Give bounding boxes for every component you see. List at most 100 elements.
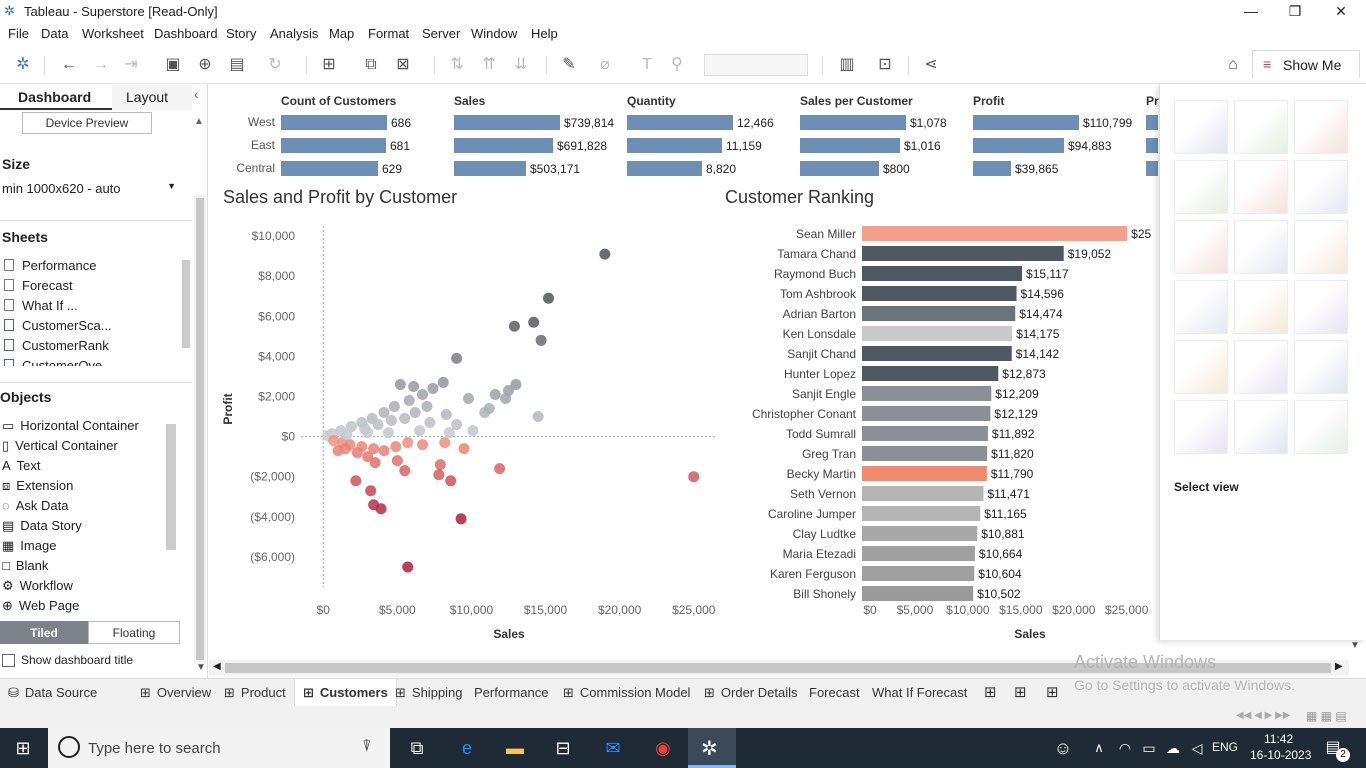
tab-product[interactable]: ⊞ Product bbox=[224, 679, 286, 707]
scatter-point[interactable] bbox=[421, 401, 433, 412]
scroll-down-icon[interactable]: ▼ bbox=[1350, 640, 1360, 651]
device-preview-button[interactable]: Device Preview bbox=[22, 112, 152, 134]
scatter-point[interactable] bbox=[599, 248, 611, 260]
swap-icon[interactable]: ⇅ bbox=[450, 56, 464, 73]
tab-overview[interactable]: ⊞ Overview bbox=[140, 679, 211, 707]
scatter-point[interactable] bbox=[535, 334, 547, 346]
view-mode-icon[interactable]: ▦ ▦ ▤ bbox=[1306, 709, 1347, 723]
kpi-bar[interactable] bbox=[454, 161, 526, 176]
kpi-bar[interactable] bbox=[627, 138, 722, 153]
object-image[interactable]: ▦ Image bbox=[2, 538, 56, 554]
labels-icon[interactable]: T bbox=[642, 56, 652, 73]
scatter-point[interactable] bbox=[345, 421, 357, 433]
scatter-point[interactable] bbox=[339, 443, 351, 455]
fit-select[interactable] bbox=[704, 54, 808, 76]
menu-file[interactable]: File bbox=[8, 26, 29, 41]
object-ask-data[interactable]: ◌ Ask Data bbox=[2, 498, 68, 513]
chart-type-thumbnail[interactable] bbox=[1174, 160, 1228, 214]
ranking-chart[interactable]: Sales Sean Miller $25 Tamara Chand $19,052 R… bbox=[719, 219, 1159, 649]
show-cards-icon[interactable]: ▥ bbox=[839, 56, 855, 73]
task-view-icon[interactable]: ⧉ bbox=[410, 738, 424, 758]
scatter-point[interactable] bbox=[508, 320, 520, 332]
chart-type-thumbnail[interactable] bbox=[1174, 400, 1228, 454]
new-worksheet-icon[interactable]: ⊞ bbox=[322, 56, 336, 73]
tab-order-details[interactable]: ⊞ Order Details bbox=[704, 679, 797, 707]
chart-type-thumbnail[interactable] bbox=[1294, 220, 1348, 274]
scatter-point[interactable] bbox=[543, 292, 555, 304]
scatter-point[interactable] bbox=[409, 407, 421, 419]
scatter-point[interactable] bbox=[688, 471, 700, 483]
network-icon[interactable]: ◠ bbox=[1118, 740, 1132, 756]
chart-type-thumbnail[interactable] bbox=[1234, 400, 1288, 454]
menu-window[interactable]: Window bbox=[471, 26, 518, 41]
chart-type-thumbnail[interactable] bbox=[1294, 280, 1348, 334]
tab-customers[interactable]: ⊞ Customers bbox=[294, 679, 397, 707]
replay-icon[interactable]: ⇥ bbox=[124, 56, 138, 73]
object-workflow[interactable]: ⚙ Workflow bbox=[2, 578, 73, 594]
chart-type-thumbnail[interactable] bbox=[1174, 100, 1228, 154]
object-vertical-container[interactable]: ▯ Vertical Container bbox=[2, 438, 118, 454]
ranking-bar[interactable] bbox=[862, 346, 1012, 361]
new-story-icon[interactable]: ⊞ bbox=[1046, 684, 1059, 701]
scatter-point[interactable] bbox=[378, 407, 390, 419]
format-painter-icon[interactable]: ⌂ bbox=[1228, 56, 1238, 73]
scatter-point[interactable] bbox=[528, 316, 540, 328]
tab-what-if-forecast[interactable]: What If Forecast bbox=[872, 679, 967, 707]
onedrive-icon[interactable]: ☁ bbox=[1166, 740, 1180, 756]
chrome-icon[interactable]: ◉ bbox=[655, 738, 671, 758]
tableau-home-icon[interactable]: ✲ bbox=[16, 56, 30, 73]
scatter-point[interactable] bbox=[365, 485, 377, 497]
scatter-point[interactable] bbox=[341, 429, 353, 441]
scatter-point[interactable] bbox=[439, 437, 451, 449]
scatter-point[interactable] bbox=[403, 394, 415, 406]
scatter-point[interactable] bbox=[362, 427, 374, 439]
scatter-point[interactable] bbox=[489, 388, 501, 400]
kpi-bar[interactable] bbox=[281, 138, 386, 153]
new-dashboard-icon[interactable]: ⊞ bbox=[1014, 684, 1027, 701]
scatter-point[interactable] bbox=[402, 561, 414, 573]
scatter-point[interactable] bbox=[369, 457, 381, 469]
scatter-point[interactable] bbox=[532, 411, 544, 423]
sheet-item[interactable]: CustomerOve... bbox=[4, 358, 113, 366]
kpi-bar[interactable] bbox=[454, 138, 553, 153]
ranking-bar[interactable] bbox=[862, 546, 975, 561]
sort-desc-icon[interactable]: ⇊ bbox=[514, 56, 528, 73]
duplicate-icon[interactable]: ⧉ bbox=[365, 56, 377, 73]
scatter-point[interactable] bbox=[378, 445, 390, 457]
scatter-point[interactable] bbox=[328, 435, 340, 447]
edge-icon[interactable]: e bbox=[461, 738, 472, 758]
menu-map[interactable]: Map bbox=[329, 26, 355, 41]
pause-updates-icon[interactable]: ▤ bbox=[229, 56, 245, 73]
scatter-point[interactable] bbox=[351, 447, 363, 459]
ranking-bar[interactable] bbox=[862, 526, 978, 541]
object-text[interactable]: A Text bbox=[2, 458, 41, 473]
object-blank[interactable]: □ Blank bbox=[2, 558, 48, 573]
scatter-point[interactable] bbox=[394, 378, 406, 390]
chart-type-thumbnail[interactable] bbox=[1234, 280, 1288, 334]
object-extension[interactable]: ⧈ Extension bbox=[2, 478, 73, 494]
sheet-item[interactable]: CustomerRank bbox=[4, 338, 109, 353]
ranking-bar[interactable] bbox=[862, 426, 988, 441]
scatter-point[interactable] bbox=[440, 409, 452, 421]
kpi-bar[interactable] bbox=[1146, 138, 1158, 153]
battery-icon[interactable]: ▭ bbox=[1142, 740, 1156, 756]
microphone-icon[interactable]: ⍒ bbox=[362, 738, 372, 755]
store-icon[interactable]: ⊟ bbox=[555, 738, 571, 758]
clock-time[interactable]: 11:42 bbox=[1264, 732, 1294, 746]
left-panel-scrollbar[interactable] bbox=[194, 194, 206, 664]
sheets-scrollbar[interactable] bbox=[182, 260, 190, 348]
menu-dashboard[interactable]: Dashboard bbox=[154, 26, 218, 41]
ranking-bar[interactable] bbox=[862, 566, 975, 581]
language-indicator[interactable]: ENG bbox=[1212, 740, 1239, 754]
ranking-bar[interactable] bbox=[862, 226, 1128, 241]
menu-data[interactable]: Data bbox=[41, 26, 69, 41]
tab-layout[interactable]: Layout bbox=[112, 84, 192, 110]
hscroll-thumb[interactable] bbox=[225, 663, 1331, 673]
ranking-bar[interactable] bbox=[862, 246, 1064, 261]
objects-scrollbar[interactable] bbox=[166, 424, 176, 550]
ranking-bar[interactable] bbox=[862, 286, 1017, 301]
ranking-bar[interactable] bbox=[862, 266, 1023, 281]
scatter-point[interactable] bbox=[451, 419, 463, 431]
minimize-button[interactable]: — bbox=[1244, 3, 1258, 19]
taskbar-search[interactable]: Type here to search ⍒ bbox=[48, 728, 390, 768]
